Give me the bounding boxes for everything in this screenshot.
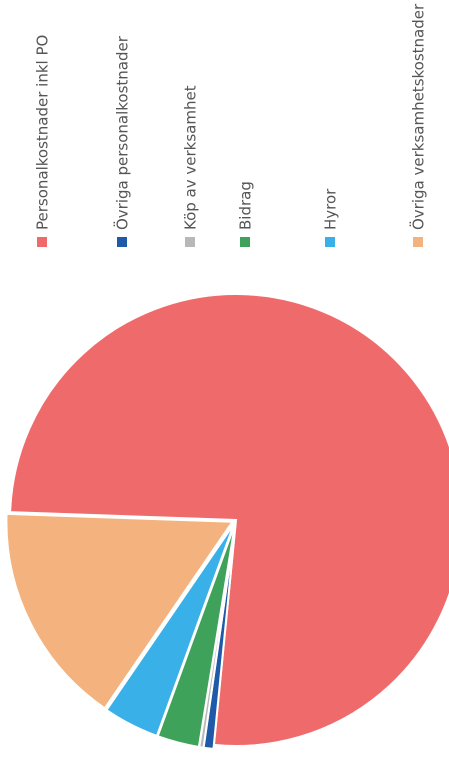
legend-swatch: [37, 237, 47, 247]
pie-slice: [105, 522, 236, 738]
legend-swatch: [117, 237, 127, 247]
legend-swatch: [413, 237, 423, 247]
pie-slice: [5, 512, 235, 710]
legend-swatch: [185, 237, 195, 247]
legend-label: Övriga personalkostnader: [113, 35, 132, 230]
legend-label: Personalkostnader inkl PO: [34, 35, 52, 230]
legend-label: Övriga verksamhetskostnader: [409, 3, 428, 230]
legend-item: Bidrag: [237, 181, 255, 247]
legend-item: Köp av verksamhet: [182, 85, 200, 247]
legend-label: Hyror: [322, 188, 340, 230]
legend-item: Personalkostnader inkl PO: [34, 35, 52, 247]
legend-item: Övriga verksamhetskostnader: [409, 3, 428, 247]
legend-swatch: [325, 237, 335, 247]
pie-slice: [9, 293, 449, 747]
legend-label: Bidrag: [237, 181, 255, 230]
legend-swatch: [240, 237, 250, 247]
legend-item: Hyror: [322, 188, 340, 247]
legend-label: Köp av verksamhet: [182, 85, 200, 230]
legend-item: Övriga personalkostnader: [113, 35, 132, 247]
